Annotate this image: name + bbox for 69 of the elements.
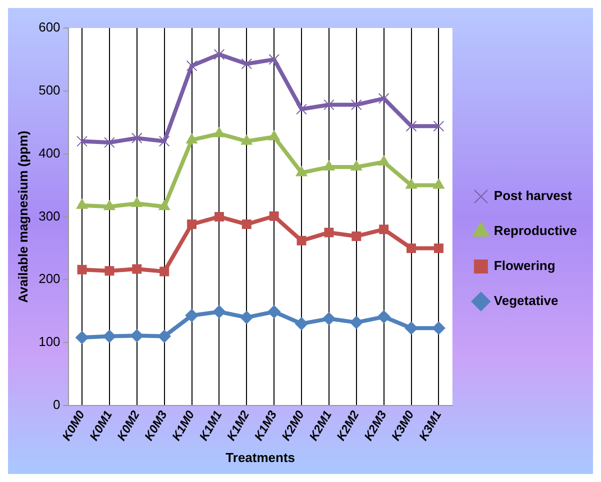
point bbox=[132, 264, 142, 274]
point bbox=[350, 99, 362, 110]
point bbox=[131, 197, 143, 208]
x-axis-title: Treatments bbox=[226, 450, 296, 465]
point bbox=[323, 160, 335, 171]
point bbox=[214, 127, 225, 138]
point bbox=[242, 220, 252, 230]
point bbox=[185, 309, 198, 322]
point bbox=[269, 211, 279, 221]
point bbox=[404, 322, 418, 335]
point bbox=[77, 264, 87, 274]
point bbox=[350, 316, 363, 329]
point bbox=[212, 305, 226, 318]
point bbox=[268, 54, 280, 65]
point bbox=[433, 178, 444, 189]
point bbox=[378, 156, 390, 166]
point bbox=[378, 93, 390, 104]
point bbox=[434, 243, 444, 253]
y-tick-label: 600 bbox=[38, 20, 60, 35]
point bbox=[186, 60, 198, 72]
point bbox=[240, 134, 252, 145]
point bbox=[432, 322, 446, 335]
point bbox=[187, 220, 197, 230]
point bbox=[268, 305, 281, 318]
point bbox=[324, 228, 334, 238]
point bbox=[160, 266, 170, 276]
point bbox=[241, 58, 252, 70]
point bbox=[76, 331, 89, 344]
point bbox=[296, 236, 306, 246]
point bbox=[350, 160, 362, 171]
point bbox=[214, 48, 225, 60]
y-tick-label: 400 bbox=[38, 145, 60, 160]
point bbox=[268, 130, 280, 140]
y-tick-label: 0 bbox=[53, 397, 60, 412]
point bbox=[352, 232, 362, 241]
point bbox=[186, 133, 198, 144]
point bbox=[158, 200, 170, 210]
y-tick-label: 100 bbox=[38, 334, 60, 350]
point bbox=[324, 99, 334, 110]
point bbox=[295, 317, 308, 330]
point bbox=[104, 137, 115, 148]
legend-label: Post harvest bbox=[494, 188, 573, 204]
point bbox=[406, 178, 417, 189]
point bbox=[76, 198, 88, 209]
y-tick-label: 300 bbox=[38, 208, 60, 224]
point bbox=[406, 120, 417, 132]
y-axis-title: Available magnesium (ppm) bbox=[15, 130, 30, 303]
point bbox=[158, 330, 171, 343]
point bbox=[131, 132, 142, 144]
point bbox=[240, 310, 254, 324]
legend-label: Flowering bbox=[494, 258, 556, 274]
legend-label: Reproductive bbox=[494, 223, 578, 238]
point bbox=[130, 329, 144, 342]
point bbox=[158, 136, 170, 147]
legend-label: Vegetative bbox=[494, 293, 558, 308]
point bbox=[322, 312, 336, 326]
point bbox=[102, 330, 116, 343]
point bbox=[104, 266, 114, 276]
point bbox=[214, 212, 224, 222]
point bbox=[379, 224, 389, 234]
point bbox=[296, 166, 308, 176]
y-tick-label: 500 bbox=[38, 82, 60, 98]
point bbox=[377, 310, 390, 324]
point bbox=[104, 200, 116, 210]
point bbox=[406, 243, 416, 253]
point bbox=[433, 120, 444, 132]
point bbox=[296, 104, 307, 115]
point bbox=[76, 136, 88, 147]
y-tick-label: 200 bbox=[38, 271, 60, 286]
